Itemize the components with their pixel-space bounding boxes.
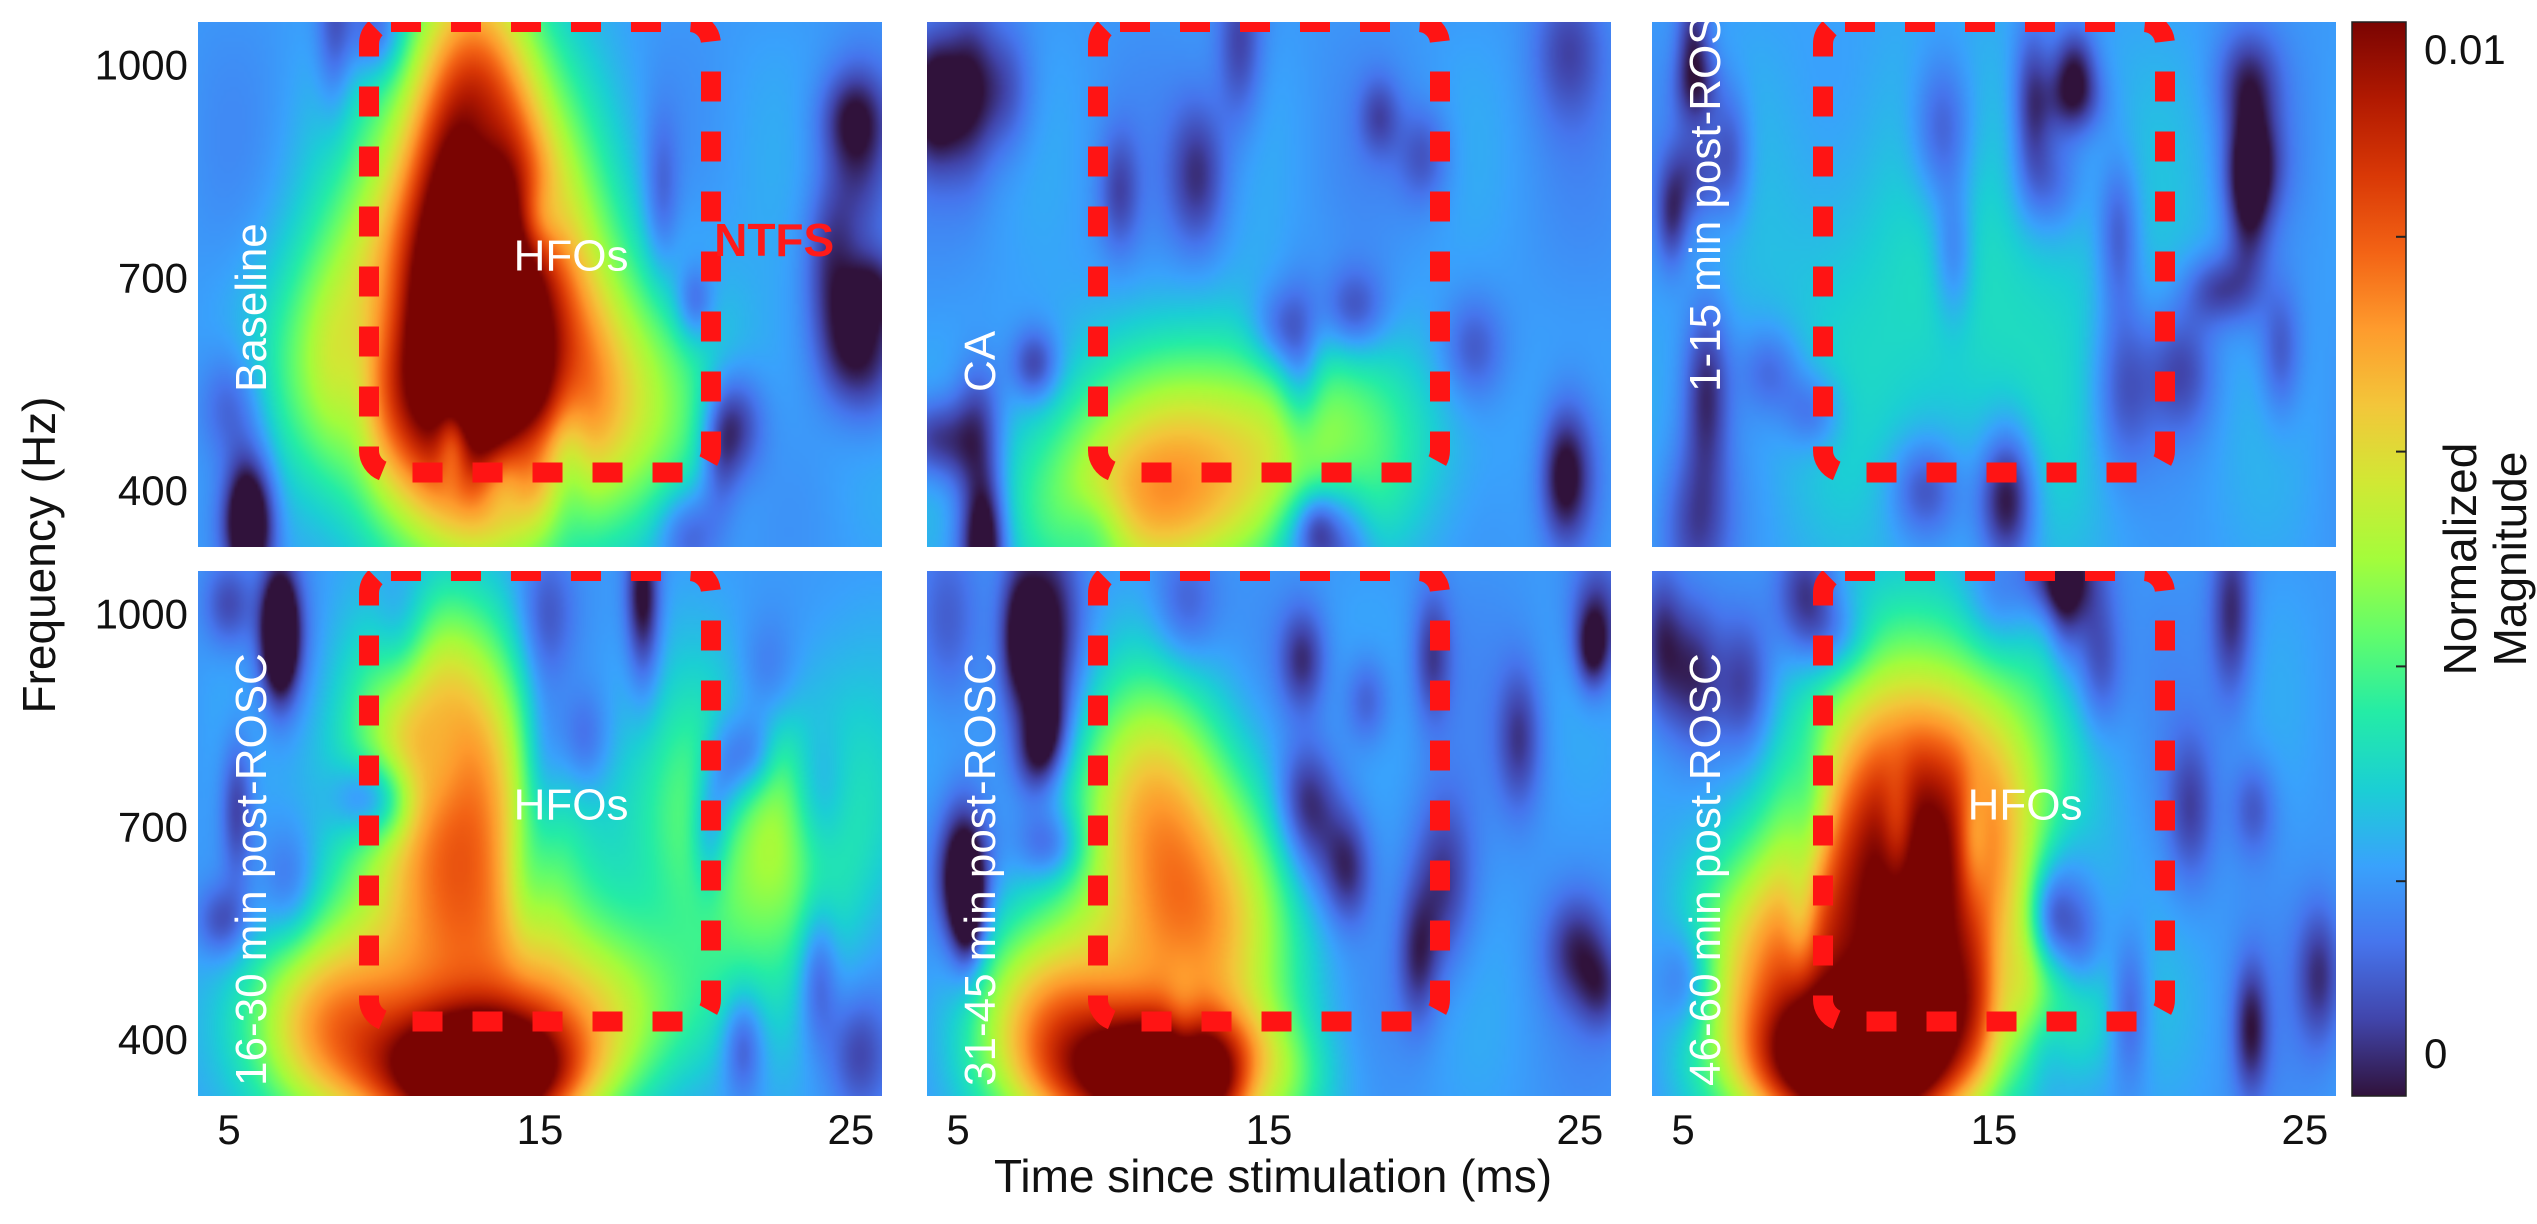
x-tick-label: 5 (946, 1106, 969, 1153)
spectrogram-heatmap (927, 22, 1611, 547)
spectrogram-heatmap (1652, 571, 2336, 1096)
ntfs-window (1813, 22, 2175, 483)
panel-3: 1-15 min post-ROSC (1652, 0, 2336, 547)
x-tick-label: 15 (1246, 1106, 1293, 1153)
y-tick-label: 700 (118, 803, 188, 850)
y-tick-label: 400 (118, 467, 188, 514)
panel-4: 16-30 min post-ROSC HFOs 400 700 1000 5 15 25 (95, 571, 882, 1153)
x-tick-label: 25 (828, 1106, 875, 1153)
ntfs-window (1088, 22, 1450, 483)
x-tick-label: 15 (517, 1106, 564, 1153)
colorbar-gradient (2351, 21, 2407, 1097)
y-tick-label: 400 (118, 1016, 188, 1063)
colorbar: 0.01 0 NormalizedMagnitude (2351, 21, 2536, 1097)
x-tick-label: 5 (217, 1106, 240, 1153)
spectrogram-heatmap (927, 571, 1611, 1096)
ntfs-window (359, 571, 721, 1032)
ntfs-window (1088, 571, 1450, 1032)
y-tick-label: 1000 (95, 591, 188, 638)
panel-label: Baseline (227, 223, 276, 392)
colorbar-label: NormalizedMagnitude (2434, 443, 2536, 676)
y-axis-label: Frequency (Hz) (13, 397, 65, 714)
y-tick-label: 1000 (95, 42, 188, 89)
panel-label: 31-45 min post-ROSC (956, 653, 1005, 1086)
spectrogram-heatmap (198, 571, 882, 1096)
hfo-label: HFOs (514, 231, 629, 280)
spectrogram-heatmap (198, 22, 882, 547)
panel-5: 31-45 min post-ROSC 5 15 25 (927, 571, 1611, 1153)
panel-2: CA (927, 22, 1611, 547)
panels-group: Baseline HFOs NTFS 400 700 1000 CA 1-15 min pos… (95, 0, 2336, 1153)
colorbar-max-label: 0.01 (2424, 26, 2506, 73)
panel-6: 46-60 min post-ROSC HFOs 5 15 25 (1652, 571, 2336, 1153)
panel-label: CA (956, 330, 1005, 392)
panel-label: 46-60 min post-ROSC (1681, 653, 1730, 1086)
y-tick-label: 700 (118, 254, 188, 301)
x-tick-label: 25 (1557, 1106, 1604, 1153)
hfo-label: HFOs (514, 780, 629, 829)
x-tick-label: 5 (1671, 1106, 1694, 1153)
ntfs-label: NTFS (714, 214, 834, 266)
x-tick-label: 15 (1971, 1106, 2018, 1153)
panel-1: Baseline HFOs NTFS 400 700 1000 (95, 22, 882, 547)
spectrogram-heatmap (1652, 22, 2336, 547)
colorbar-min-label: 0 (2424, 1030, 2447, 1077)
panel-label: 16-30 min post-ROSC (227, 653, 276, 1086)
x-tick-label: 25 (2282, 1106, 2329, 1153)
x-axis-label: Time since stimulation (ms) (994, 1150, 1552, 1202)
panel-label: 1-15 min post-ROSC (1681, 0, 1730, 392)
ntfs-window (359, 22, 721, 483)
ntfs-window (1813, 571, 2175, 1032)
hfo-label: HFOs (1968, 780, 2083, 829)
